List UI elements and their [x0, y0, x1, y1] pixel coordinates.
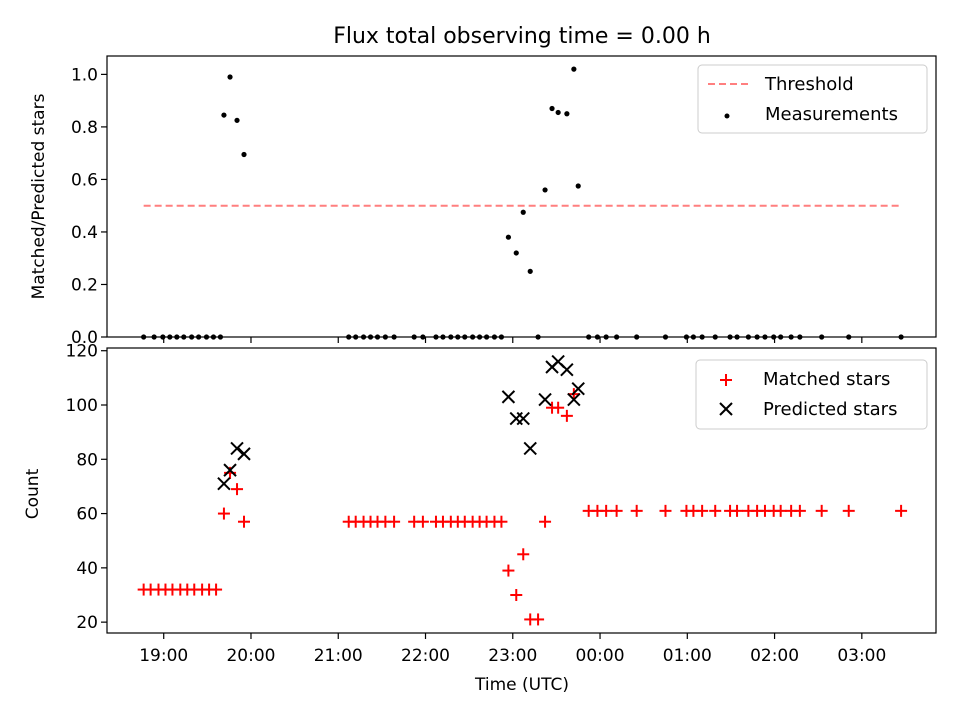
predicted-legend-marker [719, 402, 733, 416]
measurement-point [241, 151, 247, 158]
bottom-ytick-label: 100 [66, 396, 98, 416]
matched-star-point [895, 504, 908, 517]
measurement-point [542, 187, 548, 193]
matched-star-point [217, 507, 230, 520]
bottom-xtick-label: 03:00 [837, 646, 886, 666]
measurement-point [221, 112, 227, 118]
matched-star-point [510, 589, 523, 601]
predicted-star-point [230, 441, 244, 456]
predicted-star-point [538, 392, 552, 407]
bottom-panel: 20 40 60 80 100 120 19:00 20:00 21:00 22:00 23:00 0… [23, 342, 937, 695]
measurement-point [571, 66, 577, 72]
bottom-xtick-label: 19:00 [139, 646, 188, 666]
matched-star-point [731, 504, 744, 517]
top-ytick-label: 0.2 [71, 275, 98, 295]
bottom-ytick-label: 60 [76, 505, 98, 525]
top-panel: Flux total observing time = 0.00 h 0.00.… [29, 24, 937, 348]
matched-star-point [238, 515, 251, 528]
measurement-point [549, 105, 555, 112]
bottom-ytick-label: 40 [76, 559, 98, 579]
bottom-ytick-label: 80 [76, 450, 98, 470]
top-plot-area: 0.0 0.2 0.4 0.6 0.8 1.0 [71, 65, 904, 348]
threshold-legend-label: Threshold [764, 74, 854, 95]
matched-star-point [793, 504, 806, 517]
bottom-xtick-label: 02:00 [750, 646, 799, 666]
top-ytick-label: 0.6 [71, 170, 98, 190]
bottom-xtick-label: 00:00 [576, 646, 625, 666]
matched-star-point [388, 515, 401, 528]
matched-star-point [416, 515, 429, 528]
matched-star-point [495, 515, 508, 528]
predicted-star-point [560, 363, 574, 377]
bottom-legend: Matched stars Predicted stars [695, 359, 928, 430]
bottom-legend-box [695, 359, 928, 430]
top-legend: Threshold Measurements [697, 64, 928, 134]
matched-star-point [815, 504, 828, 517]
top-ytick-label: 0.0 [71, 328, 98, 348]
bottom-xtick-label: 23:00 [488, 646, 537, 666]
bottom-ylabel: Count [23, 468, 43, 519]
predicted-star-point [501, 390, 516, 404]
top-ytick-label: 1.0 [71, 65, 98, 85]
matched-star-point [502, 564, 515, 577]
bottom-ytick-label: 120 [66, 342, 98, 362]
predicted-legend-label: Predicted stars [763, 399, 897, 420]
matched-star-point [517, 548, 530, 561]
predicted-star-point [516, 411, 530, 426]
matched-star-point [774, 504, 787, 517]
matched-star-point [842, 504, 855, 517]
matched-star-point [630, 504, 643, 517]
predicted-star-point [571, 382, 585, 396]
predicted-star-point [523, 441, 537, 456]
matched-star-point [709, 504, 722, 517]
measurement-point [520, 209, 526, 215]
matched-legend-label: Matched stars [763, 369, 890, 390]
bottom-xtick-label: 21:00 [314, 646, 363, 666]
matched-star-point [231, 483, 244, 496]
matched-star-point [560, 409, 573, 422]
bottom-plot-area: 20 40 60 80 100 120 19:00 20:00 21:00 22:00 23:00 0… [66, 342, 908, 666]
top-ylabel: Matched/Predicted stars [29, 93, 49, 299]
measurement-point [227, 74, 233, 80]
measurement-point [555, 109, 561, 116]
bottom-xtick-label: 01:00 [663, 646, 712, 666]
matched-star-point [532, 613, 545, 626]
matched-star-point [610, 504, 623, 517]
top-ytick-label: 0.8 [71, 118, 98, 138]
matched-star-point [600, 504, 613, 517]
predicted-star-point [237, 447, 251, 461]
measurements-legend-marker [724, 113, 730, 119]
top-title: Flux total observing time = 0.00 h [333, 24, 711, 49]
predicted-star-point [217, 477, 231, 491]
measurement-point [234, 117, 240, 123]
predicted-star-point [223, 463, 237, 477]
measurement-point [575, 183, 581, 189]
bottom-ytick-label: 20 [76, 613, 98, 633]
matched-star-point [659, 504, 672, 517]
top-ytick-label: 0.4 [71, 223, 98, 243]
predicted-star-point [567, 392, 581, 407]
bottom-xlabel: Time (UTC) [474, 675, 569, 695]
matched-star-point [696, 504, 709, 517]
measurement-point [513, 250, 519, 256]
bottom-axes-frame [106, 347, 937, 634]
matched-star-point [552, 401, 565, 414]
matched-legend-marker [720, 374, 732, 386]
measurements-legend-label: Measurements [765, 104, 898, 125]
top-axes-frame [106, 55, 937, 338]
top-legend-box [697, 64, 928, 134]
bottom-xtick-label: 20:00 [226, 646, 275, 666]
matched-star-point [210, 583, 223, 596]
measurement-point [564, 111, 570, 117]
bottom-xtick-label: 22:00 [401, 646, 450, 666]
measurement-point [527, 268, 533, 274]
matched-star-point [539, 515, 552, 528]
measurement-point [505, 234, 512, 240]
